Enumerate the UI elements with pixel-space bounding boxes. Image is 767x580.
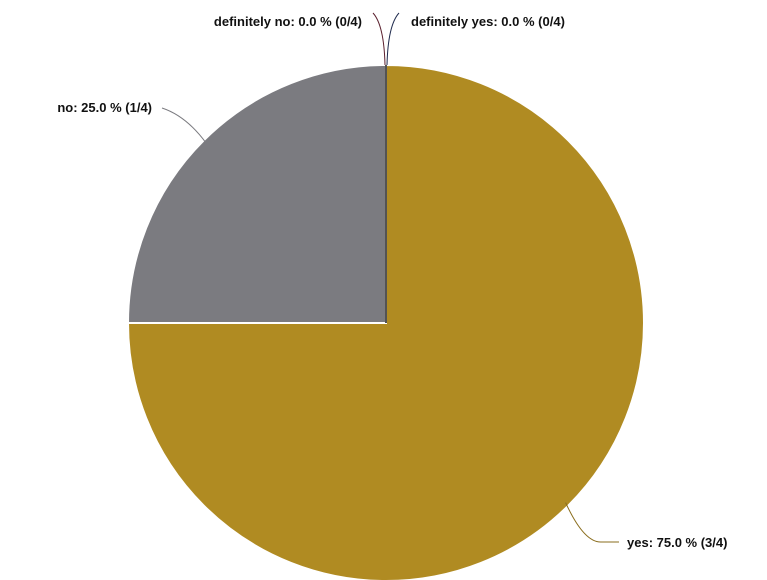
leader-line-no (161, 107, 207, 144)
slice-label-no: no: 25.0 % (1/4) (57, 100, 152, 115)
pie-slice-yes (126, 63, 645, 580)
leader-lines-layer (161, 12, 619, 543)
leader-line-definitely-yes (386, 12, 400, 66)
labels-layer: yes: 75.0 % (3/4) no: 25.0 % (1/4) defin… (57, 14, 727, 550)
slice-label-definitely-yes: definitely yes: 0.0 % (0/4) (411, 14, 565, 29)
slice-label-definitely-no: definitely no: 0.0 % (0/4) (214, 14, 362, 29)
slice-label-yes: yes: 75.0 % (3/4) (627, 535, 727, 550)
leader-line-yes (565, 502, 619, 543)
leader-line-definitely-no (372, 12, 386, 66)
pie-slice-no (126, 63, 387, 324)
slices-layer (126, 63, 645, 580)
